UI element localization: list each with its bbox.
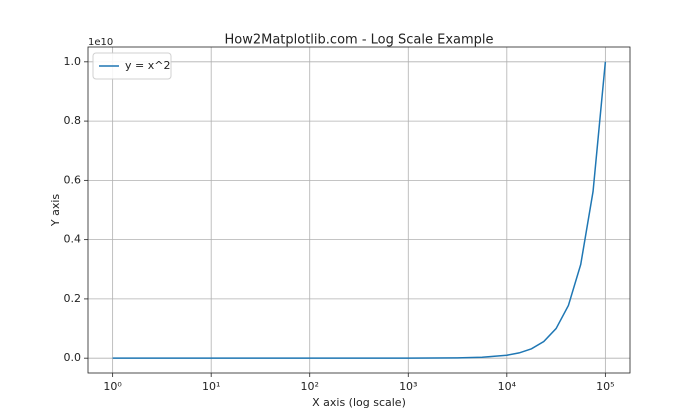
y-tick-label: 0.4 [64,233,82,246]
legend-box [92,52,172,80]
y-tick-label: 0.6 [64,173,82,186]
line [112,61,607,359]
x-tick-label: 10⁴ [498,380,517,393]
x-tick-label: 10³ [399,380,417,393]
y-tick-label: 0.0 [64,351,82,364]
y-tick-label: 1.0 [64,55,82,68]
y-axis-label: Y axis [49,194,62,228]
x-tick-label: 10⁵ [596,380,614,393]
x-tick-label: 10⁰ [103,380,122,393]
y-offset-label: 1e10 [88,37,113,48]
y-tick-label: 0.2 [64,292,82,305]
y-tick-label: 0.8 [64,114,82,127]
x-tick-label: 10¹ [202,380,220,393]
chart-title: How2Matplotlib.com - Log Scale Example [224,33,493,48]
legend-label: y = x^2 [125,59,170,72]
x-tick-label: 10² [301,380,319,393]
x-axis-label: X axis (log scale) [312,396,406,409]
plot-frame [87,46,631,374]
